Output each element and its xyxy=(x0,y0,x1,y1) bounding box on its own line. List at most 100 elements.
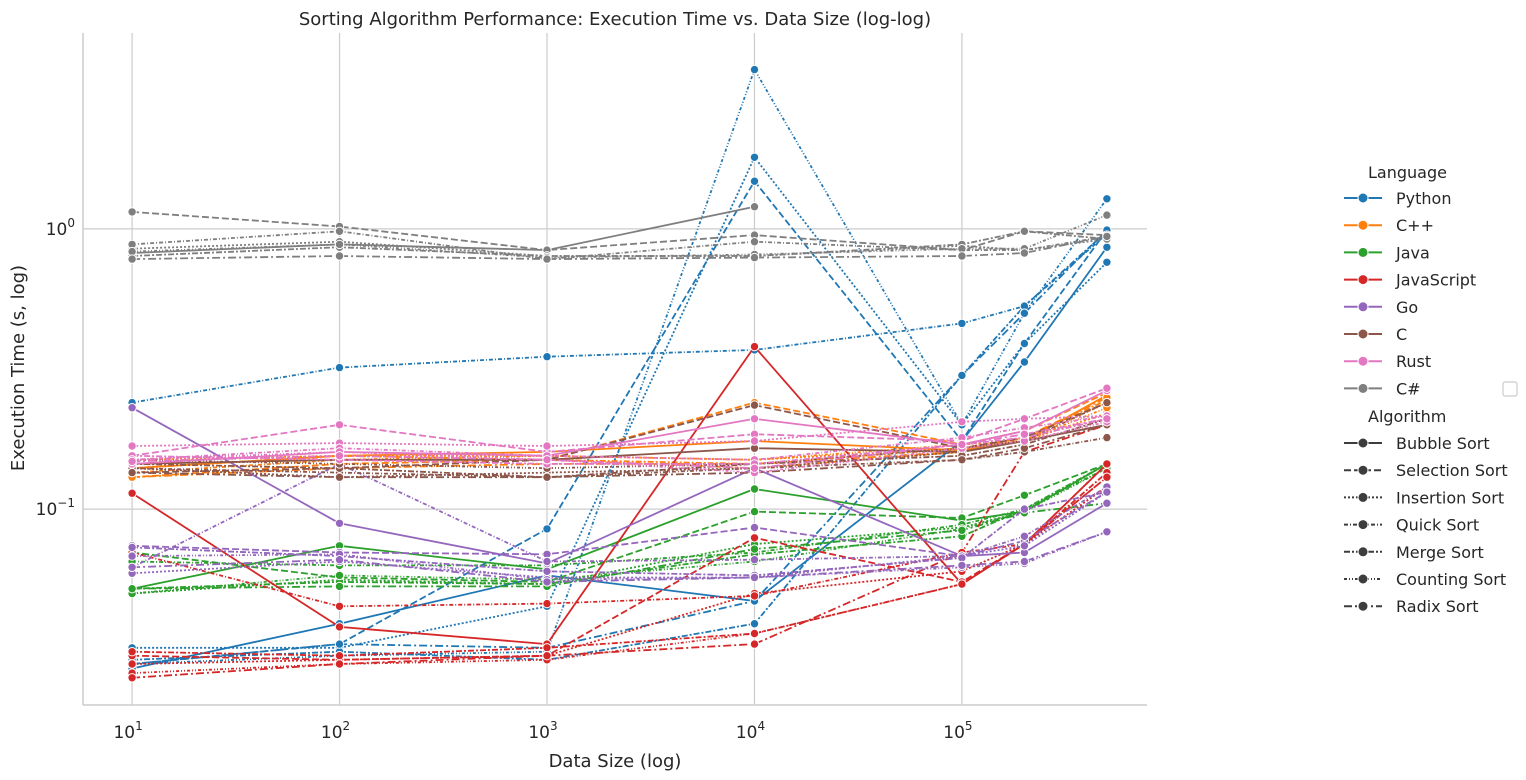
data-point xyxy=(1102,231,1112,242)
legend-language-label: C++ xyxy=(1396,216,1434,235)
data-point xyxy=(127,441,137,451)
data-point xyxy=(749,341,760,352)
data-point xyxy=(957,579,967,589)
legend-algorithm-label: Counting Sort xyxy=(1396,570,1506,589)
data-point xyxy=(1102,194,1112,204)
data-point xyxy=(749,152,760,163)
data-point xyxy=(749,639,760,649)
data-point xyxy=(127,551,137,561)
data-point xyxy=(127,254,137,264)
data-point xyxy=(542,441,552,451)
data-point xyxy=(334,581,345,592)
legend-algorithm-label: Radix Sort xyxy=(1396,597,1479,616)
legend-language-label: Rust xyxy=(1396,352,1431,371)
data-point xyxy=(749,252,760,263)
legend-language-label: JavaScript xyxy=(1395,271,1476,290)
legend-language-title: Language xyxy=(1368,163,1447,182)
data-point xyxy=(542,643,552,653)
data-point xyxy=(334,472,345,482)
data-point xyxy=(957,455,967,465)
data-point xyxy=(749,619,760,629)
data-point xyxy=(542,651,552,661)
data-point xyxy=(749,64,760,75)
data-point xyxy=(542,566,552,576)
data-point xyxy=(127,542,137,553)
x-tick-label: 105 xyxy=(943,719,972,743)
data-point xyxy=(1019,504,1030,514)
grid xyxy=(83,33,1147,705)
data-point xyxy=(957,417,967,427)
data-point xyxy=(749,176,760,186)
data-point xyxy=(1019,531,1030,541)
data-point xyxy=(127,659,137,669)
data-point xyxy=(749,237,760,247)
series-layer xyxy=(127,64,1112,683)
data-point xyxy=(1102,472,1112,482)
legend-marker xyxy=(1357,328,1369,340)
legend-language-label: C xyxy=(1396,325,1407,344)
data-point xyxy=(1102,459,1112,469)
data-point xyxy=(749,522,760,533)
data-point xyxy=(334,362,345,373)
data-point xyxy=(1102,432,1112,443)
data-point xyxy=(957,251,967,261)
data-point xyxy=(957,318,967,329)
data-point xyxy=(334,622,345,632)
series-rust-insertion-sort xyxy=(127,411,1112,451)
data-point xyxy=(749,533,760,543)
data-point xyxy=(749,572,760,583)
data-point xyxy=(957,439,967,450)
data-point xyxy=(127,207,137,217)
x-axis-label: Data Size (log) xyxy=(549,751,682,772)
data-point xyxy=(334,601,345,611)
y-tick-label: 100 xyxy=(46,216,75,240)
data-point xyxy=(1102,414,1112,424)
data-point xyxy=(749,400,760,410)
data-point xyxy=(749,484,760,494)
data-point xyxy=(334,226,345,237)
data-point xyxy=(1102,383,1112,393)
data-point xyxy=(542,455,552,465)
legend-marker xyxy=(1357,382,1369,394)
legend: Language Python C++ Java JavaScript Go C Rust C#… xyxy=(1344,163,1518,616)
legend-marker xyxy=(1357,464,1369,476)
legend-marker xyxy=(1357,546,1369,558)
data-point xyxy=(1102,487,1112,497)
legend-algorithm-label: Insertion Sort xyxy=(1396,488,1504,507)
data-point xyxy=(334,420,345,430)
legend-empty-box xyxy=(1502,381,1518,397)
data-point xyxy=(1019,338,1030,349)
data-point xyxy=(334,251,345,261)
legend-marker xyxy=(1357,519,1369,531)
data-point xyxy=(1019,308,1030,318)
data-point xyxy=(542,524,552,534)
data-point xyxy=(749,202,760,212)
data-point xyxy=(127,488,137,498)
legend-marker xyxy=(1357,219,1369,231)
legend-algorithm-label: Quick Sort xyxy=(1396,516,1479,535)
data-point xyxy=(1102,498,1112,508)
data-point xyxy=(1019,490,1030,500)
legend-marker xyxy=(1357,301,1369,313)
axes: 101 102 103 104 105 100 10−1 xyxy=(36,33,1147,743)
data-point xyxy=(127,584,137,594)
legend-marker xyxy=(1357,192,1369,204)
data-point xyxy=(1019,226,1030,237)
data-point xyxy=(127,562,137,572)
chart-title: Sorting Algorithm Performance: Execution… xyxy=(299,9,931,30)
legend-algorithm-label: Bubble Sort xyxy=(1396,434,1490,453)
legend-algorithm-label: Selection Sort xyxy=(1396,461,1508,480)
legend-marker xyxy=(1357,600,1369,612)
data-point xyxy=(334,639,345,649)
data-point xyxy=(334,555,345,565)
data-point xyxy=(1019,357,1030,367)
legend-marker xyxy=(1357,573,1369,585)
data-point xyxy=(1019,541,1030,551)
data-point xyxy=(957,525,967,535)
data-point xyxy=(1102,242,1112,252)
legend-marker xyxy=(1357,355,1369,367)
data-point xyxy=(957,370,967,381)
data-point xyxy=(1102,527,1112,537)
data-point xyxy=(1019,414,1030,424)
